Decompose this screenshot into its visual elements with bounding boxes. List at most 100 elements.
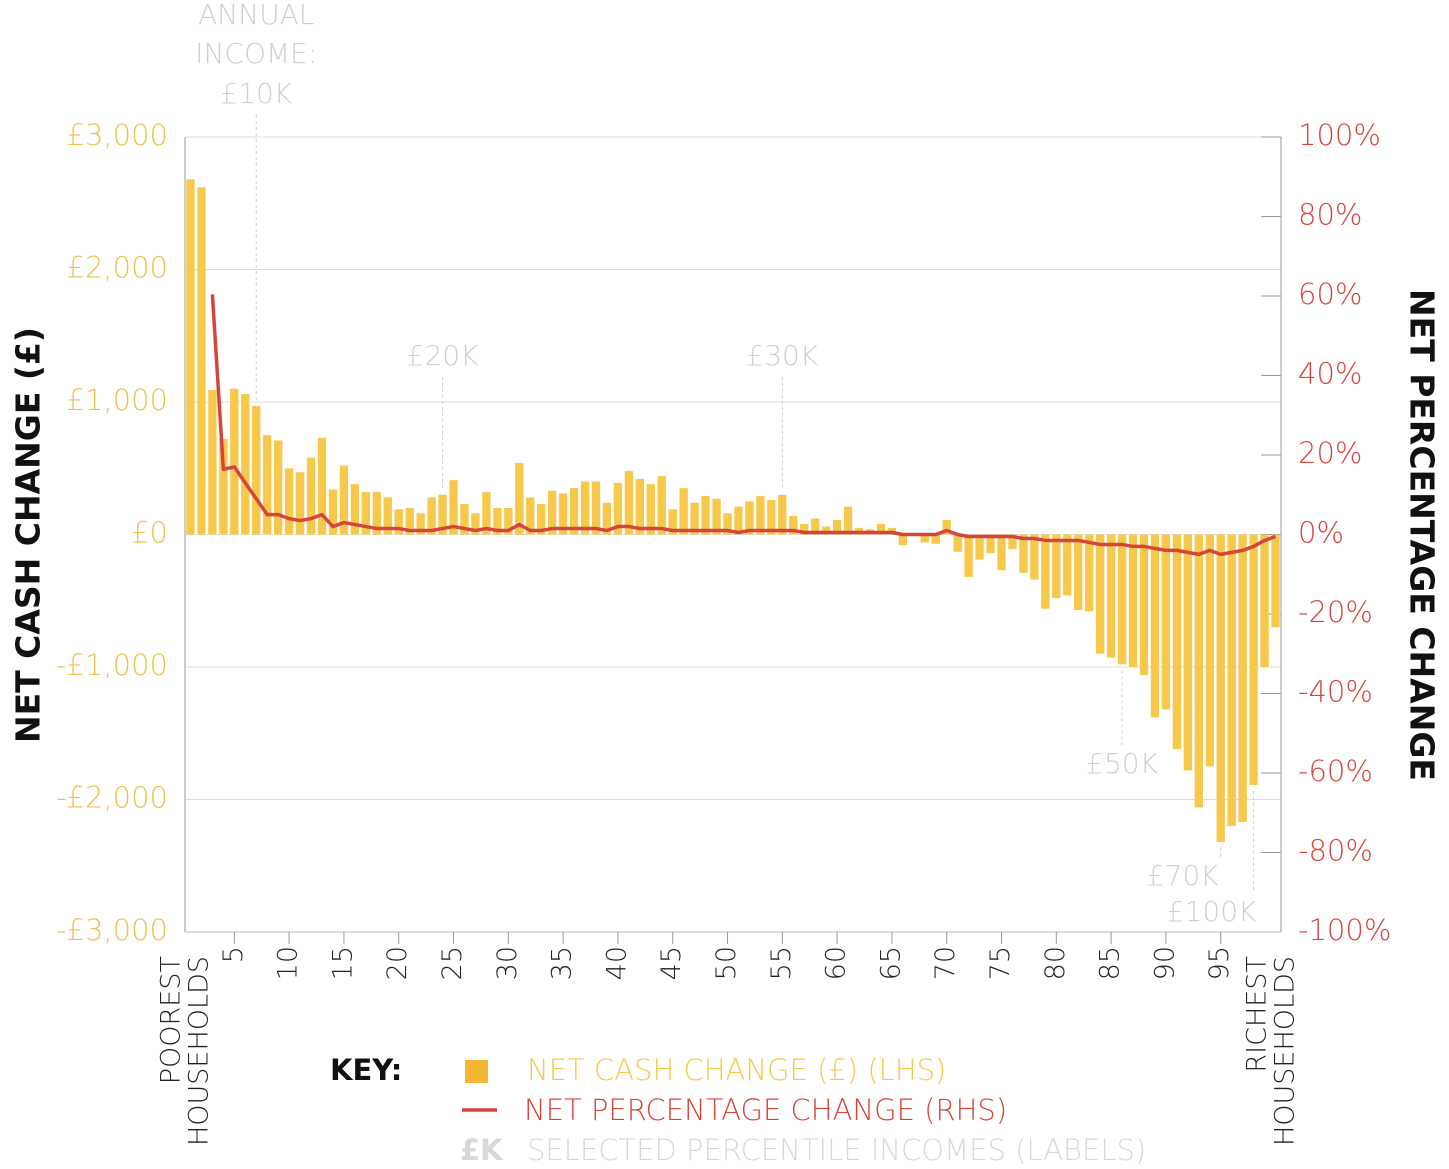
bar: [526, 497, 535, 535]
bar: [734, 506, 743, 535]
bar: [186, 179, 195, 535]
y-tick-label: £2,000: [67, 251, 168, 285]
annotation-label: £30K: [746, 339, 818, 372]
x-tick-label: 20: [382, 946, 413, 980]
bar: [931, 534, 940, 544]
bar: [241, 394, 250, 535]
x-tick-label: 30: [492, 946, 523, 980]
bar: [821, 526, 831, 535]
bar: [1260, 534, 1269, 667]
y-tick-label: -£1,000: [56, 648, 168, 682]
bar: [832, 519, 842, 535]
bar: [1008, 534, 1017, 550]
bar: [843, 506, 853, 535]
bar: [372, 492, 381, 535]
key-swatch: [465, 1060, 488, 1083]
x-tick-label: 50: [711, 946, 742, 980]
bar: [1205, 534, 1214, 767]
bar: [569, 488, 579, 535]
bar: [898, 534, 908, 546]
bar: [657, 476, 666, 535]
bar: [679, 488, 688, 535]
bar: [1063, 534, 1072, 596]
x-tick-label: 10: [273, 946, 304, 980]
bar: [1161, 534, 1171, 710]
y2-tick-label: 60%: [1298, 277, 1362, 311]
x-tick-label: 60: [821, 946, 852, 980]
annotation-label: ANNUAL: [198, 0, 314, 31]
y-axis-title: NET CASH CHANGE (£): [9, 327, 48, 743]
x-tick-label: 15: [327, 946, 358, 980]
annotation-label: £100K: [1167, 895, 1257, 928]
bar: [953, 534, 962, 552]
bar: [515, 462, 524, 535]
bar: [361, 492, 371, 535]
line: [210, 294, 1277, 557]
y-tick-label: -£2,000: [56, 781, 168, 815]
bar: [964, 534, 973, 577]
bar: [317, 437, 327, 535]
y2-tick-label: -100%: [1298, 913, 1391, 947]
bar: [328, 489, 338, 535]
bar: [263, 435, 272, 535]
y-tick-label: £1,000: [67, 383, 168, 417]
bar: [1095, 534, 1105, 654]
bar: [986, 534, 995, 554]
bar: [350, 484, 360, 535]
x-tick-label: 80: [1040, 946, 1071, 980]
bar: [1183, 534, 1193, 771]
bar: [800, 523, 809, 535]
bar: [1194, 534, 1203, 808]
bar: [789, 515, 798, 535]
bar: [427, 497, 436, 535]
x-tick-label: 35: [547, 946, 578, 980]
bar: [405, 508, 414, 535]
bar: [471, 513, 480, 535]
bar: [197, 187, 206, 535]
bar: [1139, 534, 1149, 675]
bar: [580, 481, 590, 535]
bar: [537, 504, 546, 535]
bar: [624, 470, 634, 535]
x-tick-label: 40: [601, 946, 632, 980]
bar: [876, 523, 886, 535]
bar: [1271, 534, 1280, 628]
y2-tick-label: 100%: [1298, 118, 1381, 152]
y-tick-label: £3,000: [67, 118, 168, 152]
bar: [273, 440, 283, 535]
bar: [460, 504, 469, 535]
bar: [284, 468, 294, 535]
bar: [635, 478, 645, 535]
x-tick-label: 5: [218, 946, 249, 963]
x-end-label: HOUSEHOLDS: [1270, 956, 1301, 1146]
x-tick-label: 65: [875, 946, 906, 980]
bar: [416, 513, 425, 535]
bar: [1172, 534, 1182, 750]
y2-tick-label: 0%: [1298, 516, 1344, 550]
y2-tick-label: 20%: [1298, 436, 1362, 470]
x-tick-label: 55: [766, 946, 797, 980]
bar: [997, 534, 1006, 571]
bar: [1106, 534, 1116, 658]
x-tick-label: 45: [656, 946, 687, 980]
x-tick-label: 25: [437, 946, 468, 980]
bar: [646, 484, 655, 535]
bar: [701, 496, 710, 535]
bar: [1019, 534, 1028, 573]
bar: [558, 493, 568, 535]
key-label: SELECTED PERCENTILE INCOMES (LABELS): [527, 1133, 1146, 1167]
bar: [295, 472, 305, 535]
bar: [712, 498, 721, 535]
x-end-label: RICHEST: [1242, 956, 1273, 1073]
bar: [306, 457, 316, 535]
bar: [690, 502, 699, 535]
x-tick-label: 70: [930, 946, 961, 980]
bar: [230, 388, 239, 535]
x-end-label: POOREST: [156, 956, 187, 1084]
y2-axis-title: NET PERCENTAGE CHANGE: [1403, 289, 1442, 781]
y-tick-label: £0: [131, 516, 168, 550]
bar: [1238, 534, 1247, 823]
y2-tick-label: 40%: [1298, 357, 1362, 391]
bar: [942, 519, 951, 535]
y-tick-label: -£3,000: [56, 913, 168, 947]
